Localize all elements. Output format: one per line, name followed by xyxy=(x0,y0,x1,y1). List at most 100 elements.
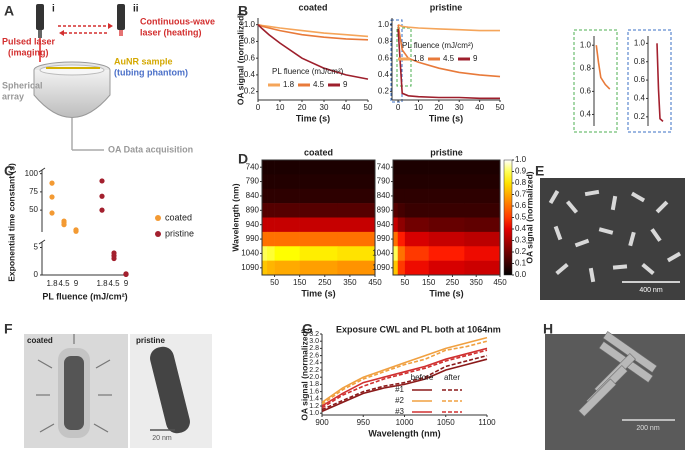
heat-cell xyxy=(337,188,376,204)
x-axis-label: Time (s) xyxy=(296,113,330,123)
series-line xyxy=(595,45,611,90)
y-tick-label: 1.0 xyxy=(634,38,646,47)
y-axis-label: OA signal (normalized) xyxy=(235,13,245,105)
x-tick-label: 450 xyxy=(368,278,382,287)
y-tick-label: 1.6 xyxy=(309,388,319,395)
y-tick-label: 0.4 xyxy=(244,70,256,79)
heat-cell xyxy=(404,188,429,204)
y-tick-label: 890 xyxy=(246,205,260,214)
x-tick-label: 20 xyxy=(434,103,443,112)
heat-cell xyxy=(393,246,399,261)
colorbar-label: OA signal (normalized) xyxy=(524,171,534,263)
colorbar-tick-label: 0.9 xyxy=(515,167,527,176)
heat-cell xyxy=(397,174,406,190)
heat-cell xyxy=(464,231,501,247)
x-axis-label: Time (s) xyxy=(429,288,463,298)
x-tick-label: 4.5 xyxy=(108,279,120,288)
y-tick-label: 5 xyxy=(34,243,39,252)
heat-cell xyxy=(274,260,300,276)
heat-cell xyxy=(299,160,338,175)
y-axis-label: OA signal (normalized) xyxy=(299,328,309,420)
heat-cell xyxy=(274,160,300,175)
heat-cell xyxy=(267,160,275,175)
legend-label: 9 xyxy=(343,80,348,89)
heat-cell xyxy=(299,246,338,261)
y-tick-label: 1.0 xyxy=(244,20,256,29)
x-tick-label: 1100 xyxy=(478,418,496,427)
y-tick-label: 0.6 xyxy=(244,53,256,62)
legend-row: #3 xyxy=(395,407,404,416)
x-axis-label: Time (s) xyxy=(429,113,463,123)
y-tick-label: 790 xyxy=(377,177,391,186)
heat-cell xyxy=(404,260,429,276)
heat-cell xyxy=(267,217,275,233)
heat-cell xyxy=(393,260,399,276)
colorbar-tick-label: 0.0 xyxy=(515,270,527,279)
sample-label: AuNR sample xyxy=(114,56,173,66)
y-tick-label: 1.0 xyxy=(309,410,319,417)
x-tick-label: 0 xyxy=(256,103,261,112)
inset-frame xyxy=(627,29,672,133)
heat-cell xyxy=(337,231,376,247)
x-axis-label: Wavelength (nm) xyxy=(368,428,440,438)
chart-title: coated xyxy=(304,147,333,157)
y-tick-label: 0.2 xyxy=(378,87,390,96)
scale-bar-label: 20 nm xyxy=(152,435,172,442)
x-tick-label: 150 xyxy=(293,278,307,287)
x-tick-label: 350 xyxy=(470,278,484,287)
chart-title: pristine xyxy=(430,2,463,12)
series-line xyxy=(321,349,488,409)
scale-bar-label: 400 nm xyxy=(639,287,663,294)
y-tick-label: 3.2 xyxy=(309,331,319,338)
heat-cell xyxy=(464,188,501,204)
panel-label: E xyxy=(535,163,544,179)
legend-label: 1.8 xyxy=(283,80,295,89)
heat-cell xyxy=(428,246,465,261)
heat-cell xyxy=(397,188,406,204)
x-tick-label: 150 xyxy=(422,278,436,287)
heat-cell xyxy=(464,260,501,276)
zoom-box xyxy=(396,27,412,87)
x-tick-label: 50 xyxy=(364,103,373,112)
heat-cell xyxy=(393,231,399,247)
heat-cell xyxy=(393,188,399,204)
heat-cell xyxy=(337,246,376,261)
y-tick-label: 740 xyxy=(377,162,391,171)
x-tick-label: 20 xyxy=(298,103,307,112)
series-line xyxy=(321,354,488,411)
legend-label: 1.8 xyxy=(413,54,425,63)
x-tick-label: 1.8 xyxy=(46,279,58,288)
heat-cell xyxy=(428,203,465,218)
x-axis-label: PL fluence (mJ/cm²) xyxy=(42,291,127,301)
legend-column: after xyxy=(444,373,460,382)
heat-cell xyxy=(299,260,338,276)
data-point xyxy=(123,271,129,277)
legend-swatch xyxy=(155,231,161,237)
colorbar-tick-label: 0.1 xyxy=(515,259,527,268)
y-tick-label: 2.2 xyxy=(309,367,319,374)
legend-column: before xyxy=(411,373,434,382)
panel-label: A xyxy=(4,3,14,19)
x-tick-label: 30 xyxy=(455,103,464,112)
y-tick-label: 1.0 xyxy=(580,40,592,49)
sem-image-h xyxy=(545,331,685,450)
x-tick-label: 50 xyxy=(400,278,409,287)
heat-cell xyxy=(267,203,275,218)
zoom-box xyxy=(390,19,403,103)
y-tick-label: 1.8 xyxy=(309,381,319,388)
x-tick-label: 50 xyxy=(496,103,505,112)
y-tick-label: 2.4 xyxy=(309,360,319,367)
y-tick-label: 0 xyxy=(34,270,39,279)
series-line xyxy=(257,23,369,38)
legend-title: PL fluence (mJ/cm²) xyxy=(272,67,344,76)
heat-cell xyxy=(274,231,300,247)
heat-cell xyxy=(337,203,376,218)
image-label: pristine xyxy=(136,336,165,345)
y-tick-label: 990 xyxy=(377,234,391,243)
data-point xyxy=(49,180,55,186)
setup-diagram xyxy=(33,4,125,151)
heat-cell xyxy=(274,246,300,261)
acquisition-label: OA Data acquisition xyxy=(108,144,193,154)
chart-title: pristine xyxy=(430,147,463,157)
heat-cell xyxy=(397,260,406,276)
